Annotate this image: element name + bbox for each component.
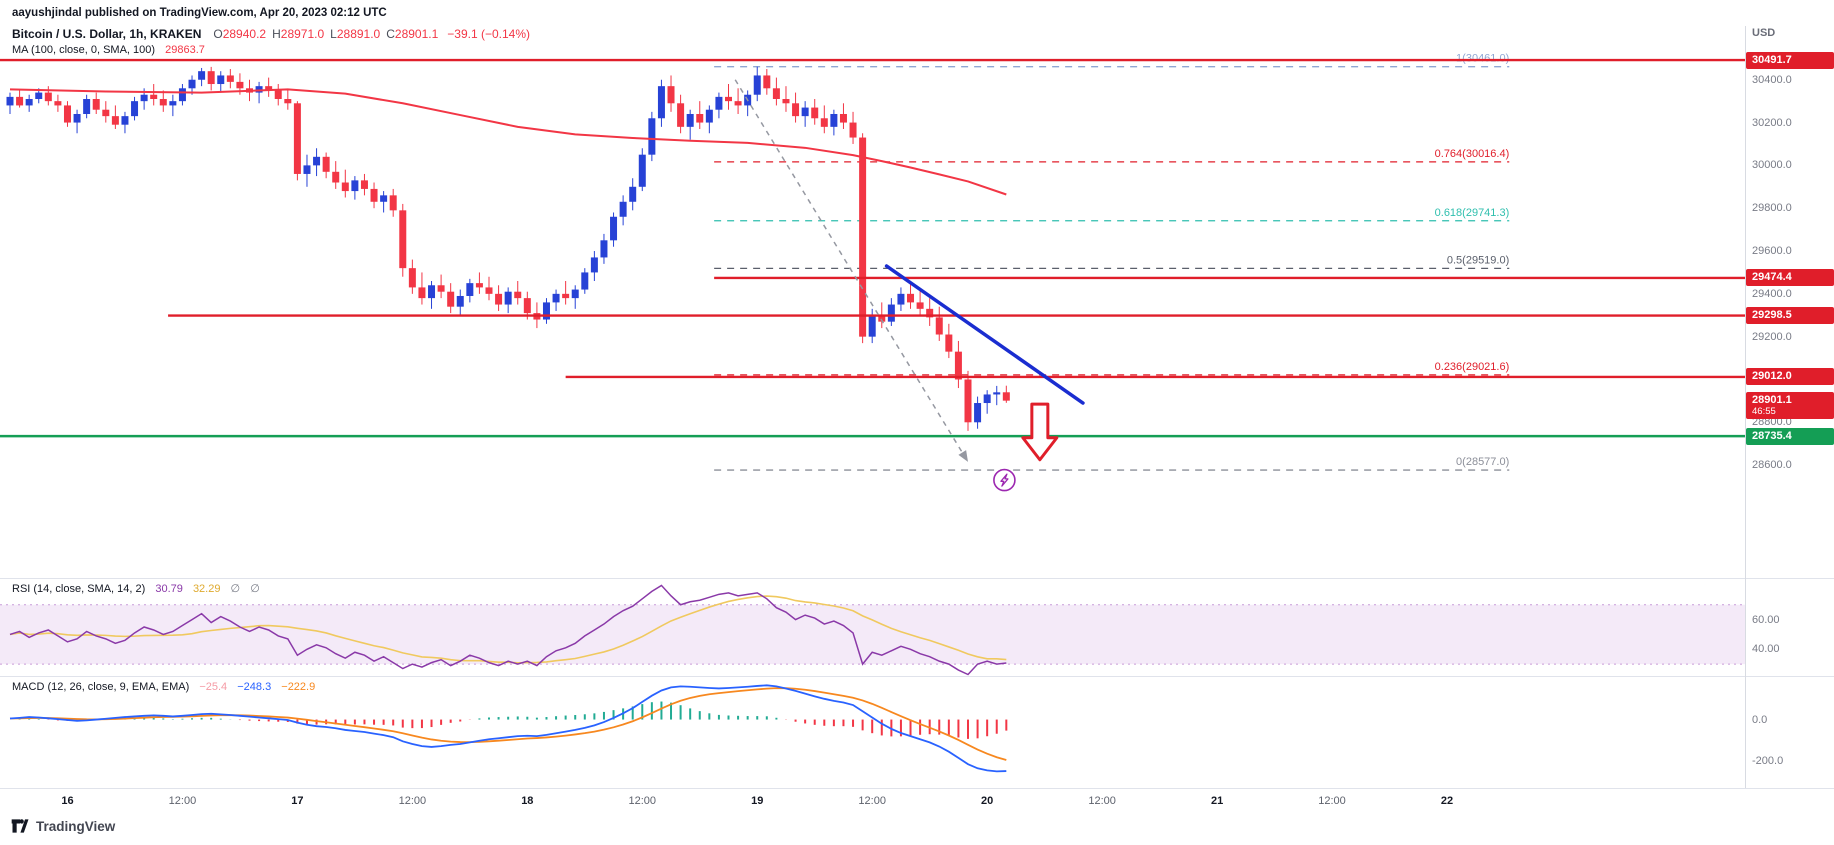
macd-signal-value: −222.9 xyxy=(281,681,316,693)
price-axis[interactable]: USD 30400.0 30200.0 30000.0 29800.0 29600.0 2… xyxy=(1746,0,1834,788)
time-tick-label: 12:00 xyxy=(398,795,427,807)
dashed-arrow[interactable] xyxy=(734,79,969,463)
price-tick-label: 30400.0 xyxy=(1752,73,1792,86)
price-tick-label: 30200.0 xyxy=(1752,116,1792,129)
macd-line-value: −248.3 xyxy=(237,681,272,693)
open-label: O xyxy=(213,27,223,41)
time-tick-label: 22 xyxy=(1440,795,1454,807)
symbol-title: Bitcoin / U.S. Dollar, 1h, KRAKEN xyxy=(12,27,202,41)
attribution-text: aayushjindal published on TradingView.co… xyxy=(12,7,387,19)
trendline[interactable] xyxy=(884,264,1085,405)
fib-retracement[interactable]: 1(30461.0) 0.764(30016.4) 0.618(29741.3) 0.… xyxy=(714,53,1510,471)
horizontal-levels[interactable] xyxy=(0,58,1745,438)
tradingview-logo-icon xyxy=(10,816,30,836)
ma-100-line xyxy=(9,88,1007,196)
price-level-badge: 29012.0 xyxy=(1746,368,1834,386)
tradingview-logo[interactable]: TradingView xyxy=(10,816,115,836)
time-tick-label: 12:00 xyxy=(858,795,886,807)
pane-separator-rsi-macd[interactable] xyxy=(0,676,1834,677)
current-price-value: 28901.1 xyxy=(1752,393,1792,406)
macd-label: MACD (12, 26, close, 9, EMA, EMA) xyxy=(12,681,190,693)
macd-legend: MACD (12, 26, close, 9, EMA, EMA) −25.4 … xyxy=(12,681,315,693)
rsi-pane xyxy=(0,584,1745,676)
fib-level-label: 0.618(29741.3) xyxy=(1435,207,1510,219)
price-tick-label: 30000.0 xyxy=(1752,159,1792,172)
bar-countdown: 46:55 xyxy=(1752,405,1776,417)
time-tick-label: 20 xyxy=(981,795,994,807)
time-tick-label: 12:00 xyxy=(628,795,657,807)
fib-level-label: 0(28577.0) xyxy=(1456,456,1509,468)
rsi-value: 30.79 xyxy=(155,583,183,595)
price-level-badge: 28735.4 xyxy=(1746,427,1834,445)
ma-label: MA (100, close, 0, SMA, 100) xyxy=(12,44,156,56)
price-tick-label: 29400.0 xyxy=(1752,287,1792,300)
price-tick-label: 28600.0 xyxy=(1752,459,1792,472)
time-tick-label: 12:00 xyxy=(168,795,197,807)
time-axis-separator xyxy=(0,788,1834,789)
time-tick-label: 16 xyxy=(61,795,74,807)
high-label: H xyxy=(272,27,281,41)
macd-pane xyxy=(9,684,1008,773)
price-tick-label: 29600.0 xyxy=(1752,245,1792,258)
rsi-tick-label: 40.00 xyxy=(1752,643,1780,656)
low-value: 28891.0 xyxy=(336,27,381,41)
open-value: 28940.2 xyxy=(222,27,267,41)
macd-signal-line xyxy=(9,687,1007,761)
close-label: C xyxy=(386,27,395,41)
time-tick-label: 18 xyxy=(521,795,534,807)
low-label: L xyxy=(330,27,337,41)
time-tick-label: 17 xyxy=(291,795,304,807)
pane-separator-price-rsi[interactable] xyxy=(0,578,1834,579)
ma-legend: MA (100, close, 0, SMA, 100) 29863.7 xyxy=(12,44,205,56)
rsi-empty-2: ∅ xyxy=(250,583,260,595)
lightning-marker[interactable] xyxy=(993,468,1016,492)
ma-value: 29863.7 xyxy=(165,44,205,56)
price-level-badge: 29298.5 xyxy=(1746,307,1834,325)
candles xyxy=(6,66,1010,431)
macd-tick-label: -200.0 xyxy=(1752,755,1784,768)
price-axis-separator xyxy=(1745,26,1746,788)
rsi-ma-line xyxy=(9,595,1007,664)
axis-currency-label: USD xyxy=(1752,27,1776,39)
time-tick-label: 12:00 xyxy=(1318,795,1346,807)
fib-level-label: 0.764(30016.4) xyxy=(1435,148,1510,160)
rsi-tick-label: 60.00 xyxy=(1752,613,1780,626)
high-value: 28971.0 xyxy=(280,27,325,41)
fib-level-label: 1(30461.0) xyxy=(1456,53,1509,65)
time-axis[interactable]: 16 12:00 17 12:00 18 12:00 19 12:00 20 12:00 21 12:… xyxy=(0,788,1745,816)
time-tick-label: 21 xyxy=(1210,795,1224,807)
close-value: 28901.1 xyxy=(394,27,439,41)
change-value: −39.1 (−0.14%) xyxy=(447,27,531,41)
macd-line xyxy=(9,684,1007,773)
price-tick-label: 29200.0 xyxy=(1752,330,1792,343)
current-price-badge: 28901.1 46:55 xyxy=(1746,391,1834,419)
price-level-badge: 30491.7 xyxy=(1746,51,1834,69)
rsi-legend: RSI (14, close, SMA, 14, 2) 30.79 32.29 … xyxy=(12,582,260,595)
time-tick-label: 12:00 xyxy=(1088,795,1116,807)
down-arrow-marker[interactable] xyxy=(1021,402,1059,462)
rsi-empty-1: ∅ xyxy=(230,583,241,595)
price-tick-label: 28800.0 xyxy=(1752,416,1792,429)
price-tick-label: 29800.0 xyxy=(1752,202,1792,215)
rsi-line xyxy=(9,584,1007,676)
fib-level-label: 0.5(29519.0) xyxy=(1447,254,1509,266)
symbol-legend: Bitcoin / U.S. Dollar, 1h, KRAKEN O28940.… xyxy=(12,27,530,41)
rsi-label: RSI (14, close, SMA, 14, 2) xyxy=(12,583,146,595)
fib-level-label: 0.236(29021.6) xyxy=(1435,361,1510,373)
macd-tick-label: 0.0 xyxy=(1752,713,1768,726)
tradingview-brand-text: TradingView xyxy=(36,818,116,834)
time-tick-label: 19 xyxy=(751,795,764,807)
price-level-badge: 29474.4 xyxy=(1746,269,1834,287)
macd-hist-value: −25.4 xyxy=(199,681,228,693)
rsi-ma-value: 32.29 xyxy=(192,583,221,595)
